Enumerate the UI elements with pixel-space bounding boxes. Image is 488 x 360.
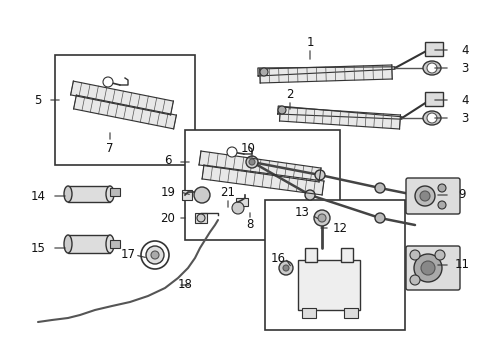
Bar <box>264 200 404 330</box>
Circle shape <box>413 254 441 282</box>
Circle shape <box>313 210 329 226</box>
Circle shape <box>103 77 113 87</box>
Circle shape <box>146 246 163 264</box>
Circle shape <box>437 184 445 192</box>
Circle shape <box>260 68 267 76</box>
Text: 20: 20 <box>160 211 175 225</box>
Circle shape <box>420 261 434 275</box>
Bar <box>340 248 352 262</box>
Text: 11: 11 <box>453 258 468 271</box>
Circle shape <box>197 214 204 222</box>
Circle shape <box>409 275 419 285</box>
Ellipse shape <box>64 186 72 202</box>
Circle shape <box>283 265 288 271</box>
Text: 6: 6 <box>164 153 171 166</box>
FancyBboxPatch shape <box>405 246 459 290</box>
Polygon shape <box>70 81 173 115</box>
Bar <box>424 92 442 106</box>
Text: 9: 9 <box>457 189 465 202</box>
Ellipse shape <box>64 235 72 253</box>
Bar <box>305 248 316 262</box>
Bar <box>68 235 110 253</box>
Text: 17: 17 <box>120 248 135 261</box>
Circle shape <box>278 106 285 114</box>
FancyBboxPatch shape <box>405 178 459 214</box>
Text: 13: 13 <box>294 206 309 219</box>
Circle shape <box>151 251 159 259</box>
Polygon shape <box>74 95 176 129</box>
Text: 1: 1 <box>305 36 313 49</box>
Bar <box>297 260 359 310</box>
Circle shape <box>437 201 445 209</box>
Text: 14: 14 <box>30 189 45 202</box>
Bar <box>236 198 247 206</box>
Text: 7: 7 <box>106 141 114 154</box>
Bar <box>195 213 206 223</box>
Polygon shape <box>202 165 323 195</box>
Text: 4: 4 <box>460 94 468 107</box>
Text: 5: 5 <box>34 94 41 107</box>
Ellipse shape <box>422 61 440 75</box>
Circle shape <box>314 170 325 180</box>
Circle shape <box>434 250 444 260</box>
Circle shape <box>248 159 254 165</box>
Circle shape <box>419 191 429 201</box>
Text: 3: 3 <box>460 112 468 125</box>
Circle shape <box>426 63 436 73</box>
Circle shape <box>226 147 237 157</box>
Bar <box>182 190 192 200</box>
Polygon shape <box>277 106 401 119</box>
Circle shape <box>374 213 384 223</box>
Polygon shape <box>259 65 391 83</box>
Bar <box>110 240 120 248</box>
Ellipse shape <box>422 111 440 125</box>
Circle shape <box>305 190 314 200</box>
Bar <box>424 42 442 56</box>
Text: 18: 18 <box>177 279 192 292</box>
Circle shape <box>317 214 325 222</box>
Polygon shape <box>279 107 400 129</box>
Polygon shape <box>199 151 320 182</box>
Bar <box>302 308 315 318</box>
Text: 16: 16 <box>270 252 285 265</box>
Circle shape <box>279 261 292 275</box>
Ellipse shape <box>106 186 114 202</box>
Circle shape <box>245 156 258 168</box>
Circle shape <box>374 183 384 193</box>
Bar <box>55 55 195 165</box>
Text: 3: 3 <box>460 62 468 75</box>
Text: 2: 2 <box>285 89 293 102</box>
Circle shape <box>141 241 169 269</box>
Text: 8: 8 <box>246 219 253 231</box>
Circle shape <box>409 250 419 260</box>
Circle shape <box>231 202 244 214</box>
Ellipse shape <box>106 235 114 253</box>
Bar <box>343 308 357 318</box>
Circle shape <box>414 186 434 206</box>
Text: 19: 19 <box>160 185 175 198</box>
Text: 10: 10 <box>240 141 255 154</box>
Bar <box>68 186 110 202</box>
Text: 15: 15 <box>30 242 45 255</box>
Text: 12: 12 <box>332 221 347 234</box>
Text: 21: 21 <box>220 185 235 198</box>
Circle shape <box>194 187 209 203</box>
Circle shape <box>426 113 436 123</box>
Bar <box>110 188 120 196</box>
Bar <box>184 130 339 240</box>
Polygon shape <box>257 67 394 76</box>
Text: 4: 4 <box>460 44 468 57</box>
